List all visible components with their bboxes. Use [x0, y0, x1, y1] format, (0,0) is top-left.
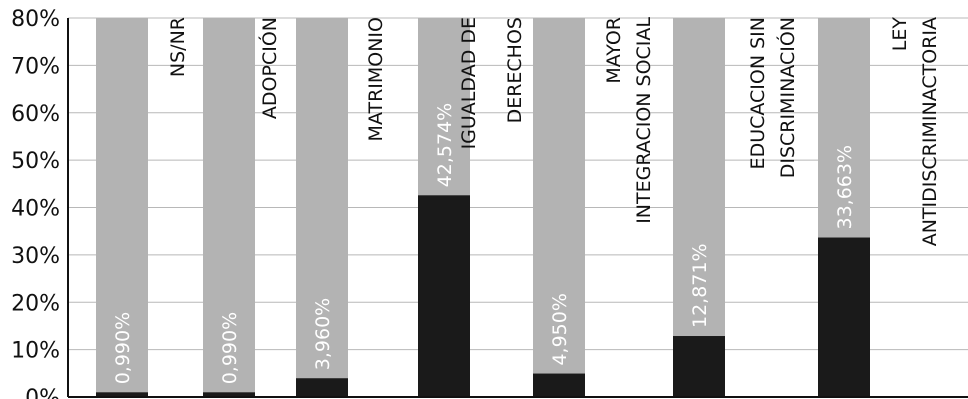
bars: 0,990% 0,990% 3,960% 42,574% 4,950% 12,871% 33… — [96, 18, 870, 397]
data-label: 42,574% — [434, 103, 456, 188]
bar-track — [673, 18, 725, 397]
category-labels: NS/NR ADOPCIÓN MATRIMONIO IGUALDAD DE DERECH… — [167, 17, 941, 247]
bar-track — [203, 18, 255, 397]
data-label: 4,950% — [549, 293, 571, 365]
y-axis-ticks: 0% 10% 20% 30% 40% 50% 60% 70% 80% — [11, 7, 60, 399]
bar — [533, 373, 585, 397]
category-label: EDUCACION SIN — [747, 17, 769, 169]
bar — [818, 237, 870, 397]
y-tick-label: 0% — [25, 386, 60, 399]
data-label: 0,990% — [219, 312, 241, 384]
bar-track — [96, 18, 148, 397]
y-tick-label: 70% — [11, 54, 60, 79]
category-label: IGUALDAD DE — [458, 17, 480, 149]
bar — [418, 195, 470, 397]
y-tick-label: 50% — [11, 149, 60, 174]
bar-track — [533, 18, 585, 397]
category-label: ADOPCIÓN — [257, 17, 281, 119]
bar — [96, 392, 148, 397]
category-label: MAYOR — [603, 17, 625, 84]
category-label: INTEGRACION SOCIAL — [633, 17, 655, 224]
category-label: DERECHOS — [504, 17, 526, 123]
category-label: ANTIDISCRIMINACTORIA — [919, 17, 941, 246]
data-label: 0,990% — [112, 312, 134, 384]
data-label: 3,960% — [312, 298, 334, 370]
category-label: LEY — [889, 17, 911, 52]
y-tick-label: 30% — [11, 244, 60, 269]
y-tick-label: 10% — [11, 339, 60, 364]
y-tick-label: 60% — [11, 102, 60, 127]
bar — [673, 336, 725, 397]
category-label: NS/NR — [167, 17, 189, 77]
category-label: DISCRIMINACIÓN — [775, 17, 799, 178]
bar-track — [296, 18, 348, 397]
y-tick-label: 80% — [11, 7, 60, 32]
bar — [203, 392, 255, 397]
bar — [296, 378, 348, 397]
y-tick-label: 40% — [11, 197, 60, 222]
category-label: MATRIMONIO — [365, 17, 387, 141]
y-tick-label: 20% — [11, 291, 60, 316]
data-label: 12,871% — [689, 243, 711, 328]
data-label: 33,663% — [834, 145, 856, 230]
